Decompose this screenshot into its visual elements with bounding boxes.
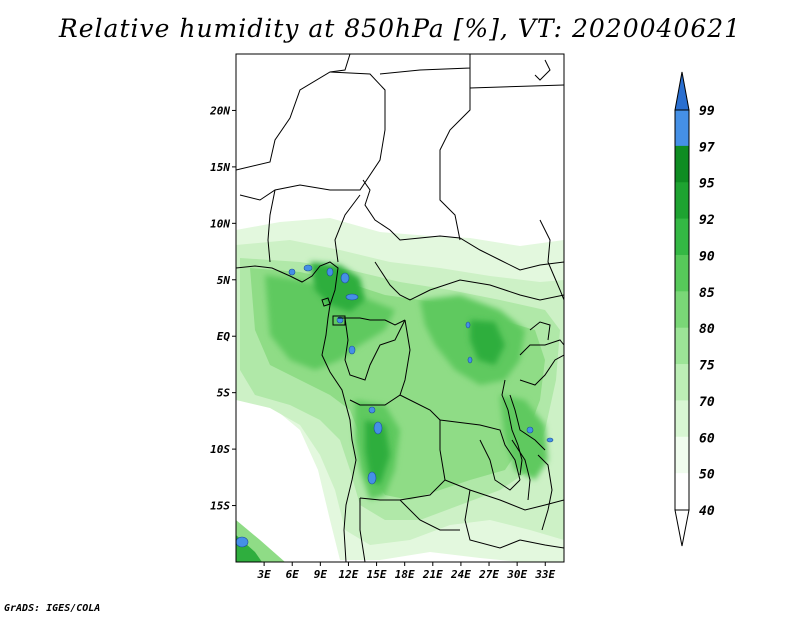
- lat-tick-label: 5S: [217, 387, 231, 400]
- colorbar-label: 40: [699, 504, 715, 519]
- colorbar-box: [674, 109, 690, 147]
- latitude-axis: 20N 15N 10N 5N EQ 5S 10S 15S: [209, 104, 236, 513]
- country-borders: [236, 54, 564, 562]
- lon-tick-label: 24E: [450, 568, 471, 581]
- colorbar-box: [674, 473, 690, 511]
- lon-tick-label: 33E: [534, 568, 555, 581]
- lat-tick-label: 20N: [209, 104, 230, 117]
- colorbar-outline: [674, 109, 690, 511]
- map-frame: [235, 53, 565, 563]
- colorbar-box: [674, 254, 690, 293]
- colorbar-label: 60: [699, 431, 715, 446]
- lat-tick-label: 10S: [210, 443, 230, 456]
- colorbar-box: [674, 400, 690, 438]
- lat-tick-label: EQ: [217, 330, 231, 343]
- lat-tick-label: 15N: [210, 161, 230, 174]
- colorbar-label: 70: [699, 395, 715, 410]
- humidity-85-region-4: [500, 395, 548, 480]
- colorbar-top-arrow: [674, 71, 690, 111]
- lat-tick-label: 15S: [210, 500, 230, 513]
- colorbar: 99 97 95 92 90 85 80 75 70 60 50 40: [674, 71, 715, 547]
- lat-tick-label: 5N: [217, 274, 231, 287]
- humidity-field: [236, 218, 564, 562]
- colorbar-box: [674, 436, 690, 475]
- longitude-axis: 3E 6E 9E 12E 15E 18E 21E 24E 27E 30E 33E: [256, 562, 556, 581]
- lon-tick-label: 6E: [286, 568, 300, 581]
- humidity-95-patches: [236, 264, 554, 548]
- lon-tick-label: 15E: [367, 568, 387, 581]
- colorbar-box: [674, 327, 690, 366]
- colorbar-label: 95: [699, 177, 715, 192]
- lon-tick-label: 9E: [314, 568, 328, 581]
- lon-tick-label: 3E: [256, 568, 271, 581]
- lat-tick-label: 10N: [210, 217, 230, 230]
- lon-tick-label: 21E: [422, 568, 443, 581]
- humidity-90-region-2: [365, 420, 390, 485]
- humidity-90-region-3: [470, 320, 505, 365]
- colorbar-bottom-arrow: [674, 509, 690, 547]
- lon-tick-label: 27E: [478, 568, 499, 581]
- lon-tick-label: 12E: [339, 568, 359, 581]
- colorbar-box: [674, 182, 690, 220]
- chart-title: Relative humidity at 850hPa [%], VT: 202…: [58, 14, 742, 43]
- colorbar-box: [674, 291, 690, 329]
- colorbar-label: 97: [699, 140, 715, 155]
- colorbar-box: [674, 218, 690, 256]
- grads-credit: GrADS: IGES/COLA: [4, 603, 101, 614]
- colorbar-label: 80: [699, 322, 715, 337]
- colorbar-label: 99: [699, 104, 715, 119]
- colorbar-label: 90: [699, 249, 715, 264]
- lon-tick-label: 30E: [506, 568, 527, 581]
- colorbar-box: [674, 145, 690, 184]
- colorbar-label: 50: [699, 468, 715, 483]
- lon-tick-label: 18E: [395, 568, 415, 581]
- colorbar-box: [674, 364, 690, 402]
- colorbar-label: 85: [699, 286, 715, 301]
- colorbar-label: 75: [699, 359, 715, 374]
- colorbar-label: 92: [699, 213, 715, 228]
